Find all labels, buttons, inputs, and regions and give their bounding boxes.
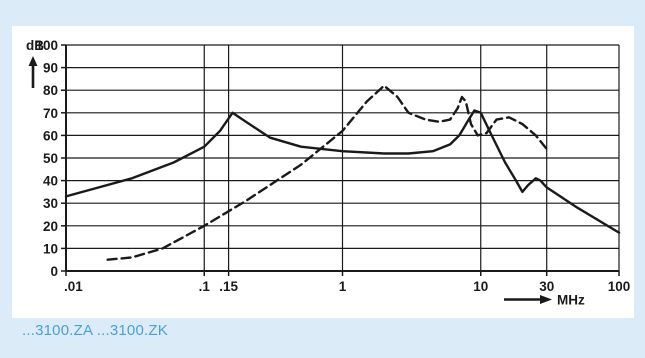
y-tick-label: 30 <box>43 196 58 211</box>
y-tick-label: 80 <box>43 83 58 98</box>
y-axis-arrow-icon <box>28 56 38 66</box>
x-axis-arrow-icon <box>540 295 552 304</box>
dashed-series-line <box>106 84 548 261</box>
grid <box>66 44 620 271</box>
x-axis-label: MHz <box>557 293 585 308</box>
x-tick-label: 100 <box>608 279 631 294</box>
x-tick-label: 1 <box>339 279 347 294</box>
y-tick-label: 70 <box>43 106 58 121</box>
chart: dB MHz 0 10 20 30 40 50 60 70 80 90 100 .01 .1 .15 1 10… <box>12 26 634 318</box>
y-axis-label: dB <box>26 38 44 53</box>
x-tick-label: 30 <box>539 279 554 294</box>
x-tick-label: 10 <box>473 279 488 294</box>
y-tick-label: 40 <box>43 174 58 189</box>
series-layer <box>64 84 621 261</box>
solid-series-line <box>64 109 621 234</box>
y-tick-label: 90 <box>43 61 58 76</box>
y-tick-label: 10 <box>43 241 58 256</box>
y-tick-label: 20 <box>43 219 58 234</box>
model-caption: ...3100.ZA ...3100.ZK <box>22 322 168 339</box>
x-tick-label: .1 <box>199 279 211 294</box>
y-tick-label: 0 <box>50 264 58 279</box>
y-tick-label: 60 <box>43 128 58 143</box>
y-tick-label: 50 <box>43 151 58 166</box>
x-tick-label: .15 <box>219 279 238 294</box>
labels: dB MHz 0 10 20 30 40 50 60 70 80 90 100 .01 .1 .15 1 10… <box>26 38 630 308</box>
axes <box>61 44 620 276</box>
y-tick-label: 100 <box>35 38 58 53</box>
x-tick-label: .01 <box>64 279 83 294</box>
